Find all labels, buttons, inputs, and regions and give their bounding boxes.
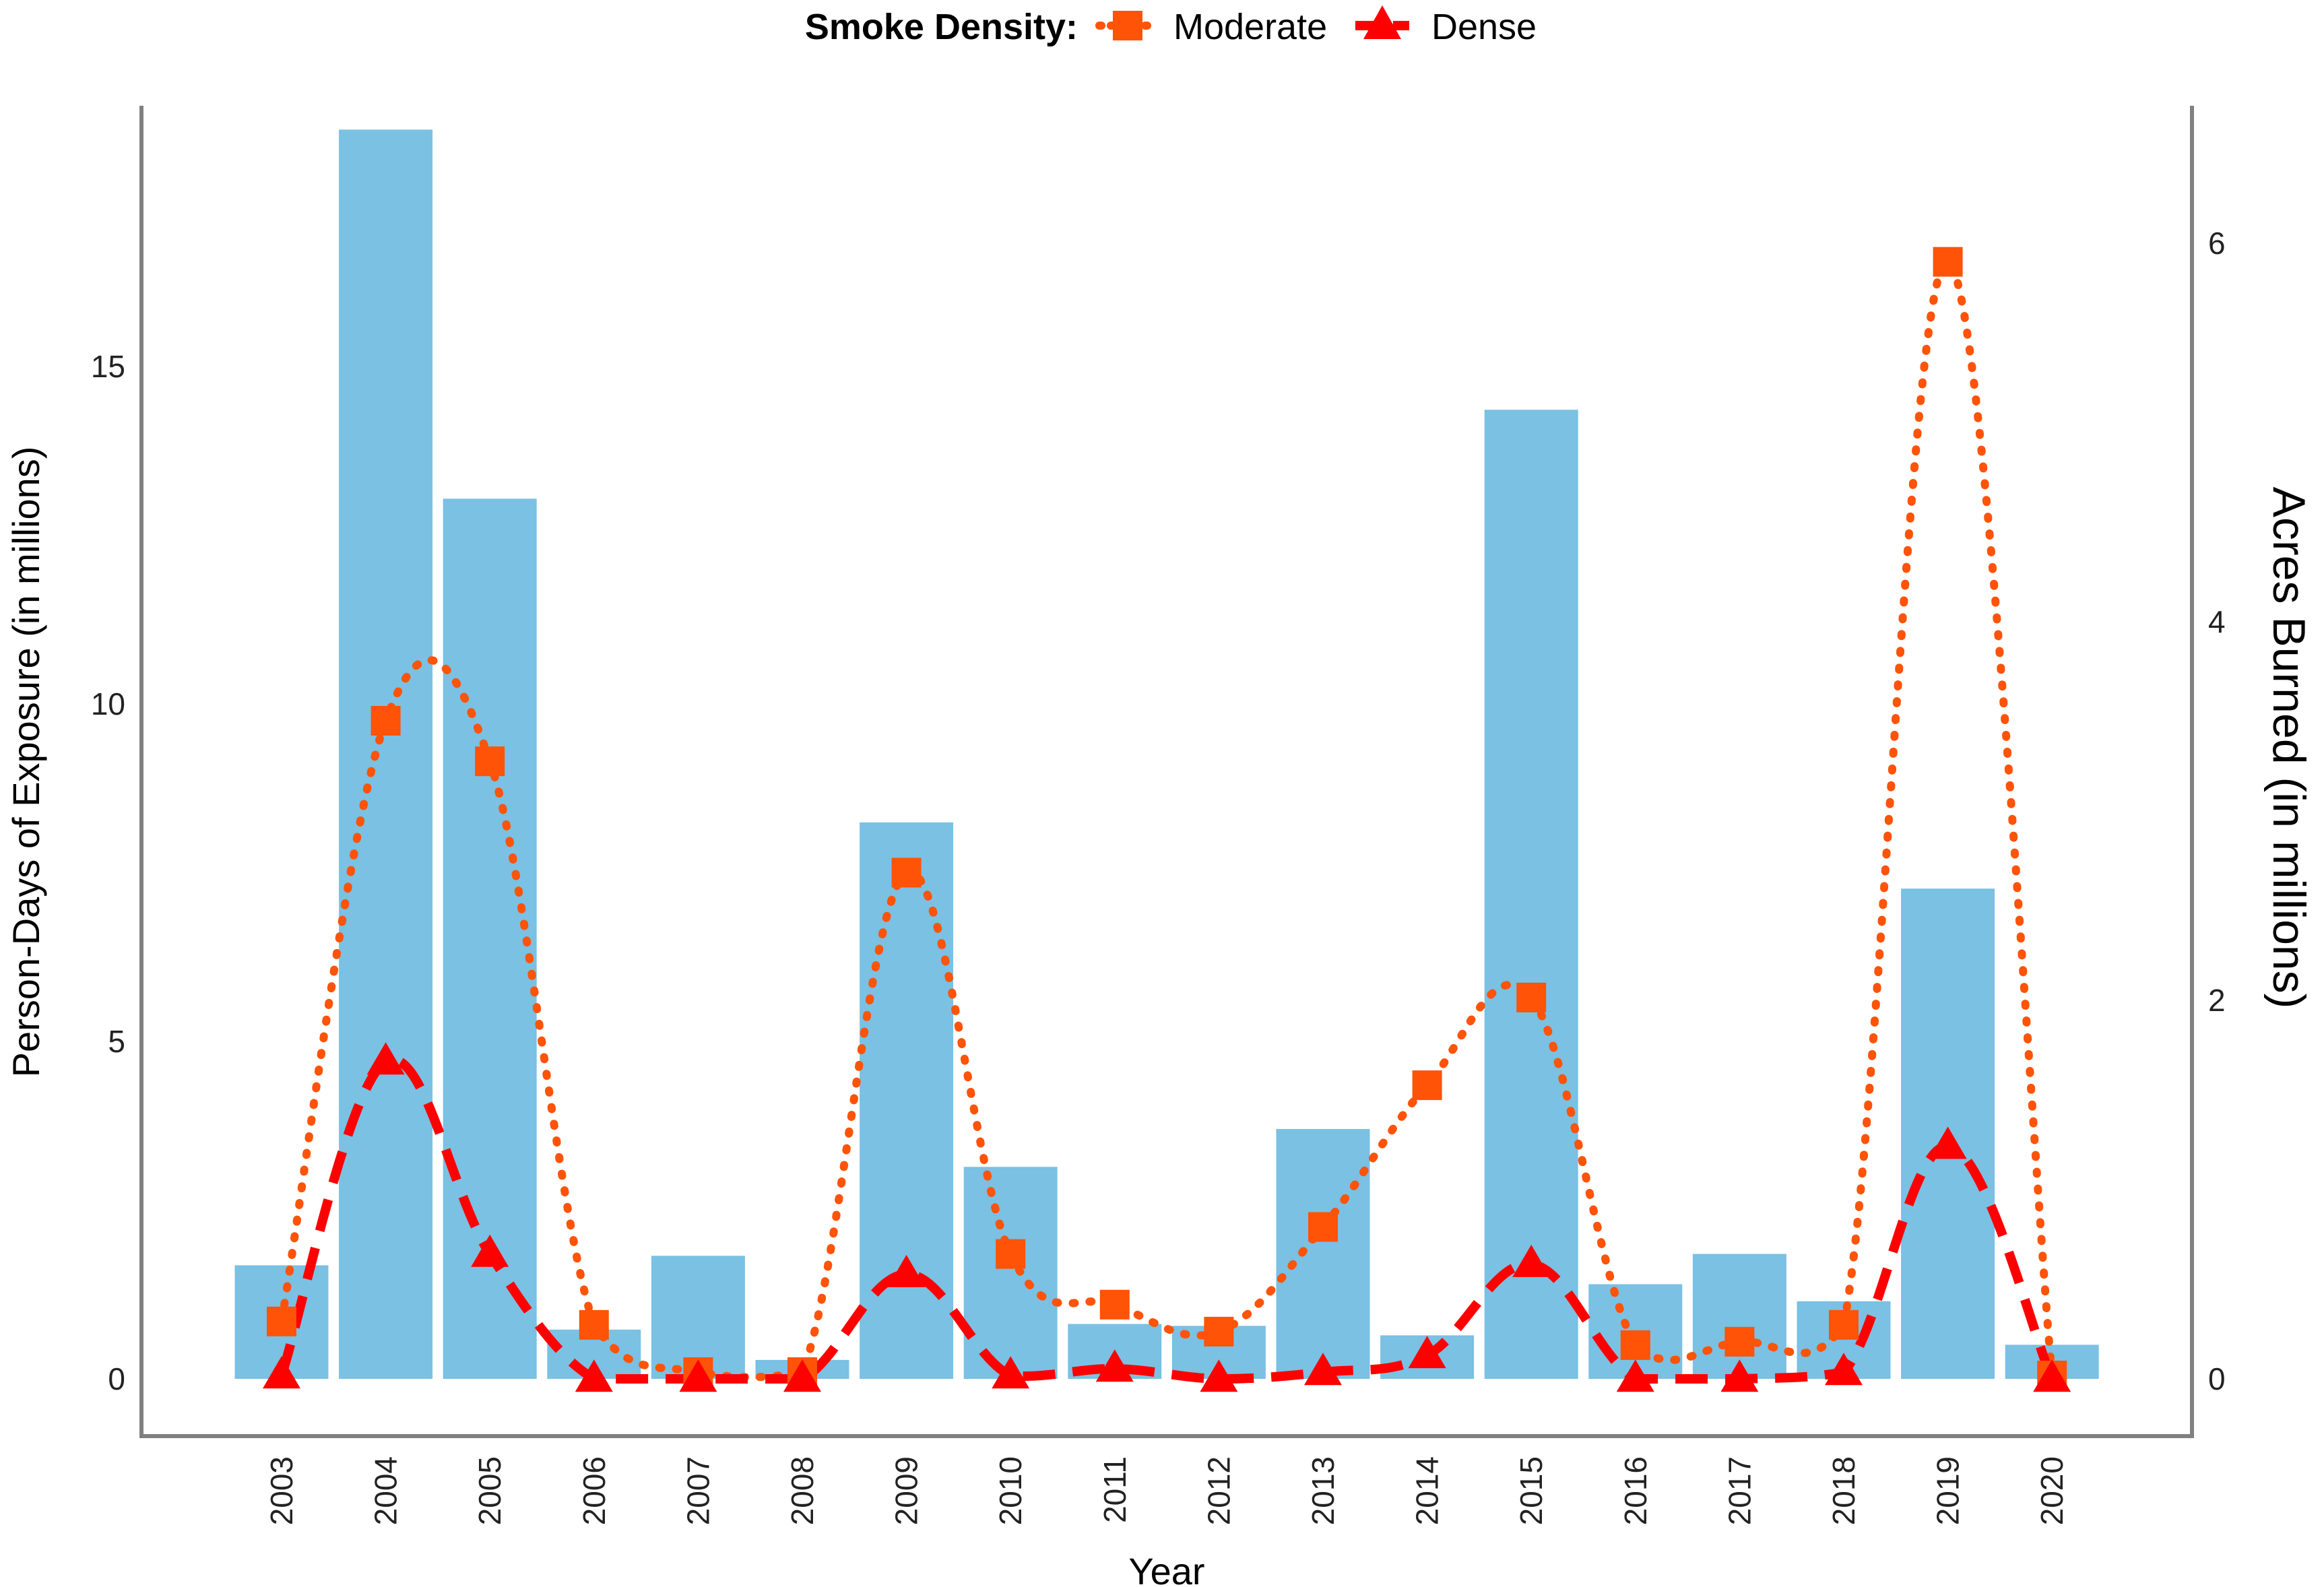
marker-moderate-2006 [579, 1309, 609, 1340]
right-tick-label-0: 0 [2208, 1361, 2226, 1396]
marker-moderate-2017 [1724, 1326, 1755, 1357]
marker-dense-2013 [1304, 1353, 1342, 1386]
x-axis-ticks: 2003 2004 2005 2006 2007 2008 2009 2010 2011 2012… [264, 1456, 2069, 1525]
left-tick-label-10: 10 [91, 686, 125, 721]
x-tick-label-2003: 2003 [264, 1456, 299, 1525]
marker-moderate-2015 [1516, 982, 1547, 1012]
marker-dense-2012 [1200, 1359, 1238, 1392]
marker-dense-2011 [1095, 1349, 1134, 1382]
marker-dense-2007 [679, 1359, 717, 1392]
marker-dense-2020 [2033, 1359, 2071, 1392]
marker-dense-2003 [263, 1356, 300, 1389]
axes [139, 106, 2194, 1438]
marker-moderate-2018 [1829, 1309, 1859, 1340]
right-tick-label-2: 2 [2208, 983, 2226, 1018]
x-tick-label-2015: 2015 [1514, 1456, 1549, 1525]
marker-dense-2015 [1512, 1244, 1551, 1277]
x-tick-label-2004: 2004 [368, 1456, 404, 1525]
right-axis-title: Acres Burned (in millions) [2263, 487, 2315, 1009]
marker-dense-2019 [1929, 1126, 1967, 1159]
x-tick-label-2019: 2019 [1931, 1456, 1966, 1525]
x-tick-label-2007: 2007 [680, 1456, 715, 1525]
bar-2015 [1484, 410, 1578, 1379]
bar-2010 [963, 1167, 1058, 1379]
x-tick-label-2009: 2009 [889, 1456, 924, 1525]
x-tick-label-2012: 2012 [1201, 1456, 1236, 1525]
x-tick-label-2006: 2006 [577, 1456, 612, 1525]
marker-moderate-2019 [1933, 247, 1963, 277]
legend-title: Smoke Density: [805, 7, 1078, 47]
bar-2017 [1692, 1254, 1786, 1379]
marker-moderate-2004 [370, 706, 401, 736]
marker-dense-2004 [366, 1042, 405, 1075]
marker-moderate-2012 [1204, 1316, 1234, 1347]
marker-moderate-2003 [267, 1306, 296, 1336]
marker-moderate-2011 [1099, 1289, 1130, 1320]
marker-dense-2009 [887, 1254, 926, 1287]
marker-moderate-2010 [996, 1239, 1026, 1269]
marker-moderate-2009 [891, 857, 922, 888]
marker-dense-2014 [1408, 1336, 1446, 1369]
marker-dense-2018 [1825, 1353, 1863, 1386]
marker-dense-2008 [783, 1359, 821, 1392]
x-tick-label-2010: 2010 [993, 1456, 1028, 1525]
x-tick-label-2018: 2018 [1826, 1456, 1861, 1525]
legend-dense-triangle-marker [1363, 5, 1401, 39]
series-lines [277, 257, 2057, 1384]
bar-2005 [443, 498, 537, 1379]
x-tick-label-2020: 2020 [2034, 1456, 2069, 1525]
x-tick-label-2016: 2016 [1618, 1456, 1653, 1525]
marker-moderate-2016 [1620, 1330, 1650, 1360]
marker-dense-2016 [1616, 1359, 1654, 1392]
right-axis-ticks: 0 2 4 6 [2208, 226, 2226, 1396]
marker-dense-2005 [471, 1234, 509, 1267]
marker-moderate-2013 [1308, 1212, 1338, 1242]
left-axis-ticks: 0 5 10 15 [91, 349, 125, 1396]
right-tick-label-4: 4 [2208, 604, 2226, 639]
x-tick-label-2011: 2011 [1097, 1456, 1132, 1523]
legend-dense-label: Dense [1431, 7, 1537, 47]
series-line-dense [277, 1055, 2057, 1384]
marker-dense-2017 [1720, 1359, 1759, 1392]
left-tick-label-5: 5 [108, 1024, 125, 1059]
bar-2013 [1276, 1129, 1370, 1379]
series-line-moderate [278, 257, 2057, 1382]
left-tick-label-0: 0 [108, 1361, 125, 1396]
legend-moderate-label: Moderate [1173, 7, 1327, 47]
marker-moderate-2005 [475, 746, 505, 777]
bar-2004 [339, 129, 433, 1379]
left-tick-label-15: 15 [91, 349, 125, 384]
right-tick-label-6: 6 [2208, 226, 2226, 261]
legend: Smoke Density: Moderate Dense [805, 5, 1537, 47]
marker-dense-2006 [575, 1359, 613, 1392]
legend-item-moderate: Moderate [1095, 7, 1327, 47]
series-markers [263, 247, 2071, 1392]
legend-item-dense: Dense [1355, 5, 1537, 47]
marker-dense-2010 [992, 1356, 1030, 1389]
x-axis-title: Year [1128, 1550, 1204, 1587]
marker-moderate-2014 [1412, 1070, 1442, 1101]
legend-moderate-square-marker [1113, 11, 1142, 40]
x-tick-label-2013: 2013 [1305, 1456, 1341, 1525]
left-axis-title: Person-Days of Exposure (in millions) [5, 447, 47, 1078]
x-tick-label-2014: 2014 [1410, 1456, 1445, 1525]
x-tick-label-2005: 2005 [472, 1456, 507, 1525]
x-tick-label-2017: 2017 [1722, 1456, 1757, 1525]
x-tick-label-2008: 2008 [785, 1456, 820, 1525]
bars-acres-burned [234, 129, 2099, 1379]
